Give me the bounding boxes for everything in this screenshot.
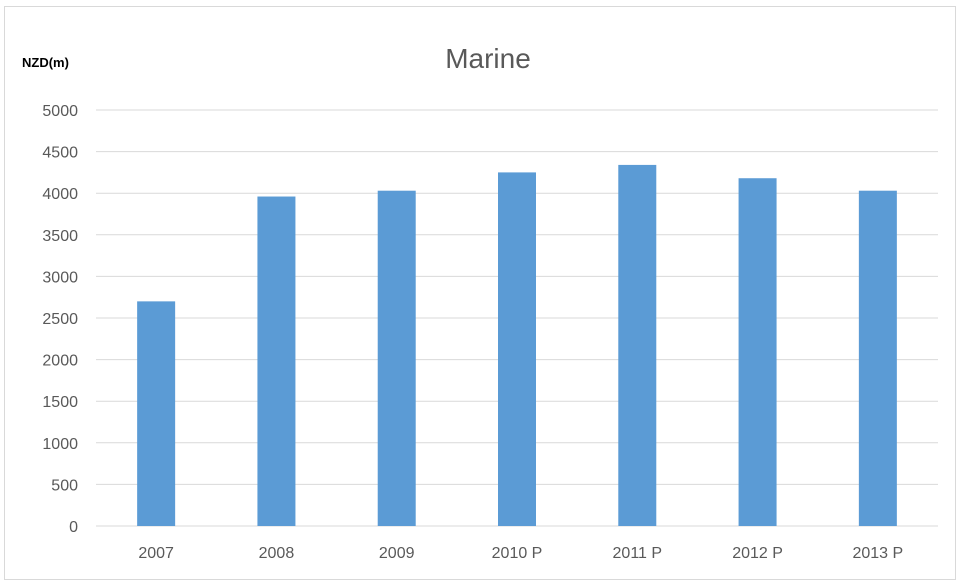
y-tick-label: 0 xyxy=(69,519,78,536)
y-tick-label: 3500 xyxy=(42,228,78,245)
y-tick-label: 5000 xyxy=(42,103,78,120)
y-tick-label: 4500 xyxy=(42,145,78,162)
x-tick-label: 2010 P xyxy=(492,545,543,562)
bar-2012-p xyxy=(738,178,777,526)
x-tick-label: 2008 xyxy=(259,545,295,562)
y-tick-label: 3000 xyxy=(42,269,78,286)
x-tick-label: 2009 xyxy=(379,545,415,562)
bar-2008 xyxy=(257,196,296,526)
x-tick-label: 2012 P xyxy=(732,545,783,562)
bars xyxy=(137,164,897,527)
x-tick-label: 2007 xyxy=(138,545,174,562)
x-tick-label: 2013 P xyxy=(852,545,903,562)
bar-2009 xyxy=(377,190,416,527)
bar-2010-p xyxy=(498,172,536,526)
y-tick-labels: 0 500 1000 1500 2000 2500 3000 3500 4000 4500 5000 xyxy=(42,103,78,536)
y-tick-label: 1500 xyxy=(42,394,78,411)
bar-2011-p xyxy=(618,164,657,527)
bar-2007 xyxy=(137,301,176,526)
x-tick-labels: 2007 2008 2009 2010 P 2011 P 2012 P 2013 P xyxy=(138,545,903,562)
y-tick-label: 1000 xyxy=(42,436,78,453)
y-tick-label: 4000 xyxy=(42,186,78,203)
x-tick-label: 2011 P xyxy=(613,545,663,562)
y-tick-label: 500 xyxy=(51,477,78,494)
chart-title: Marine xyxy=(445,43,531,74)
y-axis-label: NZD(m) xyxy=(22,55,69,70)
y-tick-label: 2500 xyxy=(42,311,78,328)
y-tick-label: 2000 xyxy=(42,353,78,370)
bar-2013-p xyxy=(858,190,897,527)
